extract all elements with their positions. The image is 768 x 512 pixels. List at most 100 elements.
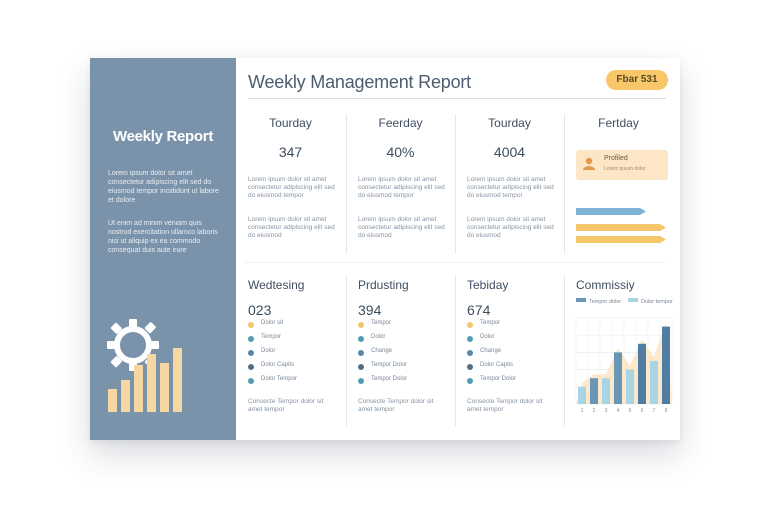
sidebar-bar-graphic — [108, 348, 218, 412]
x-tick-label: 4 — [617, 408, 620, 414]
column-value: 347 — [278, 144, 303, 160]
sidebar: Weekly Report Lorem ipsum dolor sit amet… — [90, 58, 236, 440]
header-badge[interactable]: Fbar 531 — [606, 70, 668, 90]
arrow-bar — [576, 224, 666, 231]
x-tick-label: 5 — [629, 408, 632, 414]
column-divider — [455, 114, 456, 254]
bullet-dot — [467, 336, 473, 342]
column-text: Lorem ipsum dolor sit amet consectetur a… — [248, 176, 335, 199]
column-heading: Tourday — [269, 116, 312, 130]
progress-arrows — [576, 208, 666, 243]
column-heading: Fertday — [598, 116, 639, 130]
legend-label: Tempor dolor — [589, 299, 621, 305]
column-divider — [346, 276, 347, 426]
bullet-dot — [248, 350, 254, 356]
column-text: Lorem ipsum dolor sit amet consectetur a… — [248, 216, 335, 239]
legend-swatch — [628, 298, 638, 302]
sidebar-bar — [108, 388, 117, 412]
bullet-dot — [248, 336, 254, 342]
chart-bar — [662, 326, 670, 404]
chart-bar — [650, 361, 658, 404]
header-divider — [248, 98, 666, 99]
profile-card[interactable]: Profiled Lorem ipsum dolor — [576, 150, 668, 180]
legend-swatch — [576, 298, 586, 302]
column-heading: Feerday — [378, 116, 423, 130]
bottom-column-2: Prdusting 394 Tempor Dolor Change Tempor… — [346, 270, 455, 430]
row-divider — [244, 262, 666, 263]
list-item-label: Change — [480, 348, 502, 354]
chart-bar — [614, 352, 622, 404]
column-value: 40% — [386, 144, 415, 160]
column-value: 023 — [248, 302, 272, 318]
sidebar-paragraph-1: Lorem ipsum dolor sit amet consectetur a… — [108, 170, 219, 204]
column-text: Lorem ipsum dolor sit amet consectetur a… — [467, 216, 554, 239]
column-divider — [564, 114, 565, 254]
bullet-dot — [358, 322, 364, 328]
x-tick-label: 1 — [581, 408, 584, 414]
sidebar-bar — [160, 362, 169, 412]
bottom-column-3: Tebiday 674 Tempor Dolor Change Dolor Ca… — [455, 270, 564, 430]
bullet-dot — [467, 350, 473, 356]
bullet-dot — [358, 336, 364, 342]
list-item-label: Dolor Tempor — [261, 376, 297, 382]
arrow-bar — [576, 236, 666, 243]
column-text: Consecte Tempor dolor sit amet tempor — [358, 398, 434, 413]
list-item-label: Tempor Dolor — [480, 376, 517, 382]
list-item-label: Dolor sit — [261, 320, 284, 326]
avatar — [583, 157, 595, 170]
column-heading: Wedtesing — [248, 278, 305, 292]
list-item-label: Dolor Capits — [480, 362, 514, 368]
legend-label: Dolor tempor — [641, 299, 673, 305]
list-item-label: Tempor Dolor — [371, 362, 408, 368]
chart-bar — [626, 369, 634, 404]
chart-bar — [590, 378, 598, 404]
column-divider — [564, 276, 565, 426]
sidebar-title: Weekly Report — [112, 128, 214, 145]
list-item-label: Tempor — [480, 320, 501, 326]
profile-name: Profiled — [604, 155, 628, 162]
column-value: 394 — [358, 302, 382, 318]
x-tick-label: 2 — [593, 408, 596, 414]
column-divider — [346, 114, 347, 254]
bottom-column-4: Commissiy Tempor dolor Dolor tempor 1 2 3 4 5 6… — [564, 270, 673, 430]
sidebar-bar — [121, 380, 130, 412]
column-heading: Prdusting — [358, 278, 409, 292]
top-column-4: Fertday Profiled Lorem ipsum dolor — [564, 108, 673, 258]
arrow-bar — [576, 208, 646, 215]
report-card: Weekly Report Lorem ipsum dolor sit amet… — [90, 58, 680, 440]
bullet-dot — [467, 322, 473, 328]
bullet-dot — [248, 378, 254, 384]
top-column-2: Feerday 40% Lorem ipsum dolor sit amet c… — [346, 108, 455, 258]
list-item-label: Tempor — [371, 320, 392, 326]
list-item-label: Dolor Capits — [261, 362, 295, 368]
top-column-1: Tourday 347 Lorem ipsum dolor sit amet c… — [236, 108, 345, 258]
chart-bar — [578, 386, 586, 404]
bullet-dot — [467, 378, 473, 384]
column-text: Lorem ipsum dolor sit amet consectetur a… — [358, 176, 445, 199]
chart-title: Commissiy — [576, 278, 635, 292]
list-item-label: Tempor — [261, 334, 282, 340]
sidebar-bar — [134, 365, 143, 412]
sidebar-bar — [147, 354, 156, 412]
x-tick-label: 7 — [653, 408, 656, 414]
chart-bar — [638, 343, 646, 404]
chart-area — [576, 322, 672, 404]
column-text: Lorem ipsum dolor sit amet consectetur a… — [467, 176, 554, 199]
column-heading: Tebiday — [467, 278, 509, 292]
bullet-dot — [248, 322, 254, 328]
list-item-label: Change — [371, 348, 393, 354]
list-item-label: Dolor — [371, 334, 386, 340]
column-text: Consecte Tempor dolor sit amet tempor — [467, 398, 543, 413]
column-heading: Tourday — [488, 116, 531, 130]
list-item-label: Tempor Dolor — [371, 376, 408, 382]
column-text: Consecte Tempor dolor sit amet tempor — [248, 398, 324, 413]
profile-subtitle: Lorem ipsum dolor — [604, 166, 646, 172]
bullet-dot — [358, 378, 364, 384]
column-value: 674 — [467, 302, 491, 318]
bottom-column-1: Wedtesing 023 Dolor sit Tempor Dolor Dol… — [236, 270, 345, 430]
sidebar-paragraph-2: Ut enim ad minim veniam quis nostrud exe… — [108, 220, 218, 254]
list-item-label: Dolor — [480, 334, 495, 340]
x-tick-label: 3 — [605, 408, 608, 414]
chart-bar — [602, 378, 610, 404]
commission-chart: Tempor dolor Dolor tempor 1 2 3 4 5 6 7 8 — [575, 298, 673, 414]
